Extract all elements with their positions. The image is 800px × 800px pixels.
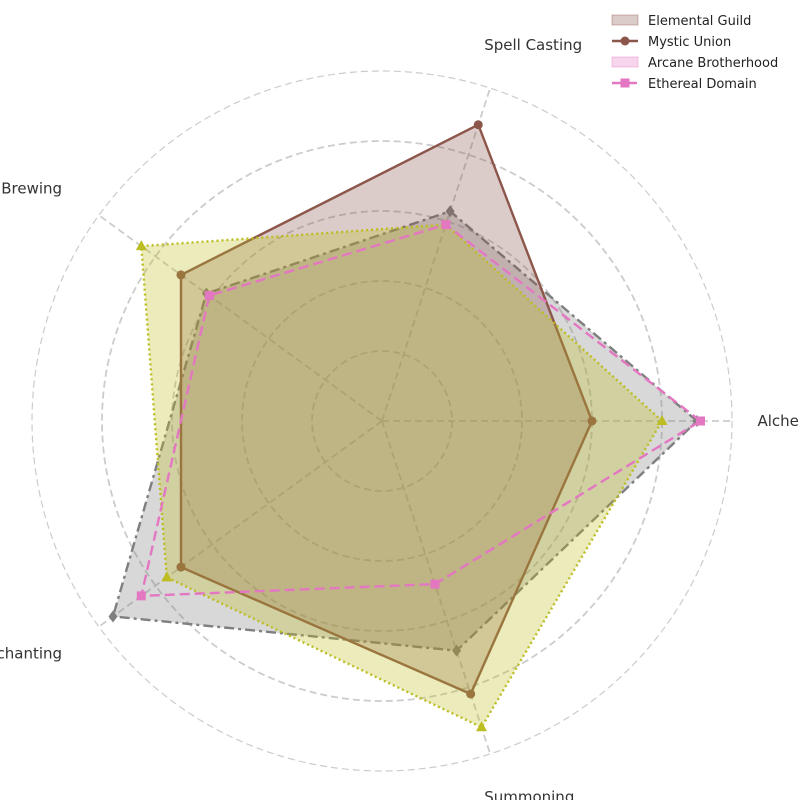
series-2-point [476,721,488,732]
legend-label: Arcane Brotherhood [648,56,778,71]
legend-swatch [611,14,639,26]
series-3-point [441,220,451,230]
axis-label: Enchanting [0,644,62,662]
grid-spoke [381,87,492,422]
series-3-point [136,591,146,601]
series-1-point [473,120,483,130]
series-layer [108,120,705,732]
series-1-point [466,689,476,699]
grid-ring [241,280,523,562]
series-1-point [587,416,597,426]
legend-swatch [612,36,638,46]
axis-label: Spell Casting [484,36,582,54]
legend-label: Ethereal Domain [648,77,757,92]
legend-swatch [611,56,639,68]
series-line-3 [140,223,702,598]
series-0-point [452,644,462,657]
series-fill-2 [141,224,663,728]
series-2-point [656,415,668,425]
grid-spoke [381,420,492,755]
axis-label: Summoning [484,788,574,800]
series-1-point [176,270,186,280]
series-1-point [176,562,186,572]
series-3-point [430,579,440,589]
legend-label: Mystic Union [648,35,731,50]
series-2-point [161,571,173,582]
axis-label: Potion Brewing [0,180,62,198]
series-3-point [204,291,214,301]
series-2-point [135,240,147,251]
legend-swatch [612,78,638,88]
series-0-point [108,610,118,623]
series-0-point [445,205,455,218]
legend: Elemental Guild Mystic Union Arcane Brothe… [611,14,778,92]
series-fill-0 [113,211,697,651]
legend-label: Elemental Guild [648,14,751,29]
series-3-point [696,416,705,426]
axis-label: Alchemy [758,412,800,430]
series-line-0 [111,210,699,652]
grid-ring [31,70,733,772]
grid-spoke [98,420,383,628]
axis-label-layer: Alchemy Spell Casting Potion Brewing Enchan… [0,36,800,800]
